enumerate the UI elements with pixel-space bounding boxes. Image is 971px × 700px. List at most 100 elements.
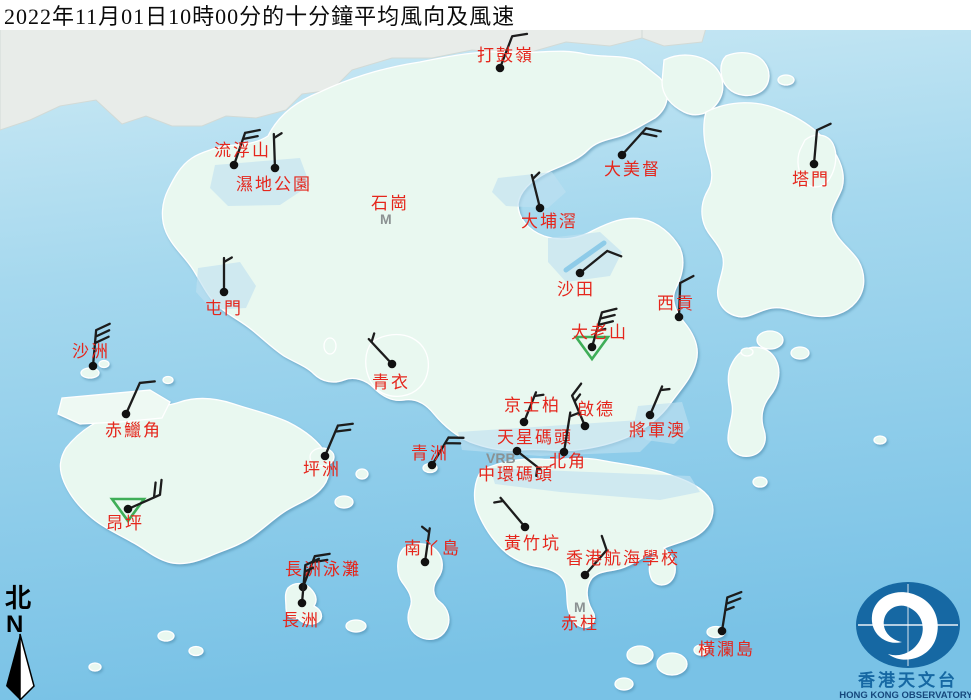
wind-barb: [578, 249, 623, 275]
wind-barb: [300, 557, 321, 605]
station-label: 大埔滘: [521, 212, 578, 231]
wind-barb: [222, 256, 233, 294]
station-label: 黃竹坑: [504, 534, 561, 553]
station-9: 屯門: [205, 256, 243, 318]
station-label: 濕地公園: [236, 175, 312, 194]
wind-barb: [430, 436, 465, 467]
wind-barb: [648, 385, 671, 417]
station-label: 塔門: [792, 170, 830, 189]
station-4: 大美督: [604, 127, 662, 179]
station-label: 打鼓嶺: [477, 46, 534, 65]
wind-barb: [620, 127, 662, 157]
station-dot: [229, 160, 239, 170]
station-20: 青洲: [411, 436, 465, 470]
station-15: 將軍澳: [629, 385, 686, 440]
station-label: 赤柱: [561, 614, 599, 633]
station-8: 西貢: [657, 274, 695, 322]
station-dot: [123, 504, 133, 514]
station-dot: [320, 451, 330, 461]
station-7: 沙田: [557, 249, 623, 299]
wind-barb: [126, 478, 163, 511]
station-19: 赤鱲角: [105, 380, 162, 440]
station-label: 長洲泳灘: [285, 560, 361, 579]
station-dot: [495, 63, 505, 73]
hko-logo: 香港天文台 HONG KONG OBSERVATORY: [839, 582, 971, 700]
north-compass: 北 N: [5, 584, 35, 700]
station-28: M赤柱: [561, 599, 599, 633]
wind-barb: [91, 322, 111, 368]
station-dot: [580, 570, 590, 580]
station-dot: [674, 312, 684, 322]
station-dot: [717, 626, 727, 636]
wind-barb: [720, 590, 743, 633]
station-11: 大老山: [571, 307, 628, 362]
station-label: 北角: [549, 452, 587, 471]
station-25: 香港航海學校: [566, 534, 680, 580]
wind-barb: [583, 534, 608, 577]
station-label: 坪洲: [303, 460, 341, 479]
station-dot: [512, 446, 522, 456]
north-arrow-right: [19, 633, 35, 700]
highlight-triangle: [573, 335, 611, 362]
station-16: 天星碼頭: [497, 428, 573, 478]
station-label: 赤鱲角: [105, 421, 162, 440]
north-arrow-left: [6, 634, 20, 700]
wind-barb: [493, 496, 527, 529]
station-label: 香港航海學校: [566, 549, 680, 568]
station-27: 長洲: [282, 557, 321, 630]
station-label: 屯門: [205, 299, 243, 318]
map-title: 2022年11月01日10時00分的十分鐘平均風向及風速: [4, 4, 516, 29]
wind-barb: [367, 332, 394, 366]
station-label: 中環碼頭: [478, 465, 554, 484]
station-6: 大埔滘: [521, 171, 578, 231]
station-label: 大美督: [604, 160, 661, 179]
station-10: 沙洲: [72, 322, 111, 371]
wind-barb: [124, 380, 156, 416]
station-label: 石崗: [371, 194, 409, 213]
station-label: 天星碼頭: [497, 428, 573, 447]
station-24: 黃竹坑: [493, 496, 561, 553]
station-dot: [519, 417, 529, 427]
station-12: 青衣: [367, 332, 408, 392]
station-label: 將軍澳: [629, 421, 686, 440]
station-dot: [121, 409, 131, 419]
station-label: 西貢: [657, 294, 695, 313]
station-1: 流浮山: [214, 128, 271, 170]
station-2: 濕地公園: [236, 132, 312, 194]
wind-barb: [323, 422, 354, 458]
lamma-island: [397, 543, 450, 641]
marker-M: M: [574, 599, 586, 615]
station-dot: [270, 163, 280, 173]
station-18: 北角: [549, 411, 587, 471]
wind-barb: [232, 128, 261, 167]
station-29: 橫瀾島: [698, 590, 753, 659]
wind-barb: [590, 307, 618, 349]
station-dot: [809, 159, 819, 169]
hko-logo-swirl: [871, 592, 938, 660]
station-label: 沙田: [557, 280, 595, 299]
wind-barb: [562, 411, 580, 454]
wind-barb: [530, 171, 542, 210]
station-dot: [88, 361, 98, 371]
station-dot: [520, 522, 530, 532]
hko-logo-chinese: 香港天文台: [858, 670, 958, 690]
station-dot: [535, 203, 545, 213]
station-22: 昂坪: [106, 478, 163, 533]
wind-barb: [570, 382, 587, 428]
station-label: 大老山: [571, 323, 628, 342]
marker-M: M: [380, 211, 392, 227]
station-dot: [580, 421, 590, 431]
hko-logo-english: HONG KONG OBSERVATORY: [839, 690, 971, 700]
station-label: 流浮山: [214, 141, 271, 160]
station-label: 長洲: [282, 611, 320, 630]
station-label: 京士柏: [504, 396, 561, 415]
wind-barb: [272, 132, 283, 170]
station-dot: [297, 598, 307, 608]
station-0: 打鼓嶺: [477, 32, 534, 73]
station-label: 沙洲: [72, 342, 110, 361]
urban-areas: [196, 158, 700, 500]
station-14: 啟德: [570, 382, 613, 431]
